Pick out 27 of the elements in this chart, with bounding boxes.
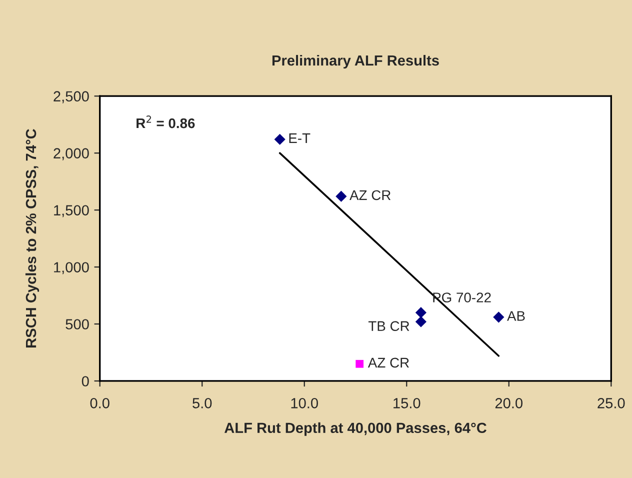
annotation: TB CR [368,321,410,331]
annotation: AZ CR [368,358,409,368]
point [336,190,347,202]
x-tick-label: 10.0 [291,398,318,408]
point [356,360,364,368]
annotation: AB [507,311,525,321]
x-tick-label: 20.0 [495,398,523,408]
x-tick-label: 15.0 [394,398,420,408]
annotation: E-T [289,133,310,143]
point [274,134,286,145]
y-tick-label: 2,500 [54,91,89,104]
annotation: AZ CR [350,190,391,200]
x-tick-label: 5.0 [192,398,212,408]
x-tick-label: 25.0 [598,398,625,408]
point [415,316,426,328]
y-tick-label: 1,000 [54,262,89,274]
y-tick-label: 0 [82,376,89,386]
point [415,307,426,318]
y-tick-label: 500 [66,319,89,330]
chart-title: Preliminary ALF Results [272,54,439,69]
y-axis-title: RSCH Cycles to 2% CPSS, 74°C [25,129,40,348]
point [493,312,504,323]
x-tick-label: 0.0 [90,398,110,408]
y-tick-label: 1,500 [54,205,89,218]
y-tick-label: 2,000 [54,148,89,160]
x-axis-title: ALF Rut Depth at 40,000 Passes, 64°C [224,422,486,436]
annotation: R$^{2}$ = 0.86 [136,116,195,128]
